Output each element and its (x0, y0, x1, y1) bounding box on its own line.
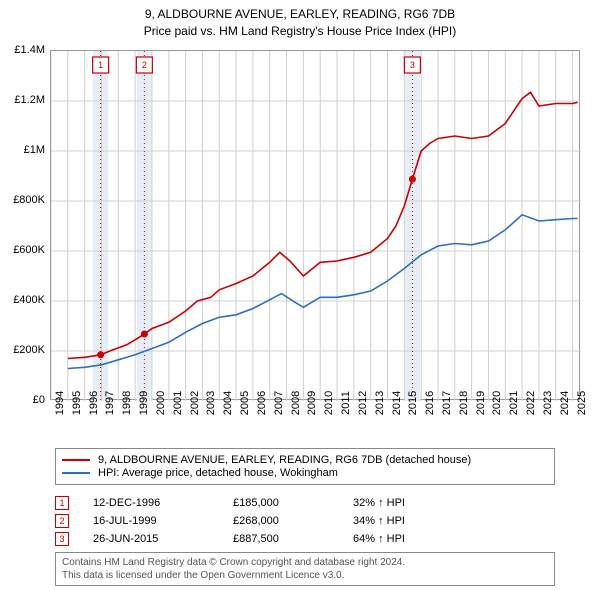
ytick-label: £1.4M (14, 44, 45, 56)
ytick-label: £0 (33, 394, 45, 406)
title-block: 9, ALDBOURNE AVENUE, EARLEY, READING, RG… (0, 0, 600, 40)
ytick-label: £1.2M (14, 94, 45, 106)
chart-svg: 1 2 3 (51, 51, 581, 401)
xtick-label: 1996 (88, 391, 100, 415)
xtick-label: 2014 (391, 391, 403, 415)
legend-label: 9, ALDBOURNE AVENUE, EARLEY, READING, RG… (98, 454, 471, 466)
xtick-label: 1995 (71, 391, 83, 415)
ytick-label: £600K (13, 244, 45, 256)
legend-swatch (62, 472, 90, 474)
sales-row: 3 26-JUN-2015£887,50064% ↑ HPI (55, 530, 555, 548)
xtick-label: 1998 (121, 391, 133, 415)
sales-row: 1 12-DEC-1996£185,00032% ↑ HPI (55, 494, 555, 512)
xtick-label: 2012 (357, 391, 369, 415)
sale-price: £185,000 (233, 497, 353, 509)
xtick-label: 2000 (155, 391, 167, 415)
sale-pct: 64% ↑ HPI (353, 533, 453, 545)
ytick-label: £200K (13, 344, 45, 356)
xtick-label: 1999 (138, 391, 150, 415)
xtick-label: 2019 (475, 391, 487, 415)
xtick-label: 2001 (172, 391, 184, 415)
xtick-label: 2003 (205, 391, 217, 415)
footer-line2: This data is licensed under the Open Gov… (62, 569, 548, 582)
xtick-label: 2015 (407, 391, 419, 415)
xtick-label: 2020 (491, 391, 503, 415)
xtick-label: 2008 (290, 391, 302, 415)
xtick-label: 2006 (256, 391, 268, 415)
sales-row: 2 16-JUL-1999£268,00034% ↑ HPI (55, 512, 555, 530)
legend-row: 9, ALDBOURNE AVENUE, EARLEY, READING, RG… (62, 454, 548, 466)
sale-badge: 3 (55, 532, 69, 546)
grid (51, 51, 581, 401)
xtick-label: 2005 (239, 391, 251, 415)
legend: 9, ALDBOURNE AVENUE, EARLEY, READING, RG… (55, 448, 555, 485)
xtick-label: 2004 (222, 391, 234, 415)
xtick-label: 2025 (576, 391, 588, 415)
xtick-label: 1997 (104, 391, 116, 415)
xtick-label: 1994 (54, 391, 66, 415)
xtick-label: 2021 (508, 391, 520, 415)
ytick-label: £1M (24, 144, 45, 156)
sale-marker-number: 1 (98, 60, 103, 70)
sale-marker-number: 2 (142, 60, 147, 70)
xtick-label: 2013 (374, 391, 386, 415)
ytick-label: £800K (13, 194, 45, 206)
sales-table: 1 12-DEC-1996£185,00032% ↑ HPI 2 16-JUL-199… (55, 494, 555, 548)
sale-pct: 34% ↑ HPI (353, 515, 453, 527)
sale-marker-number: 3 (410, 60, 415, 70)
xtick-label: 2011 (340, 391, 352, 415)
xtick-label: 2010 (323, 391, 335, 415)
xtick-label: 2009 (306, 391, 318, 415)
sale-date: 12-DEC-1996 (93, 497, 233, 509)
sale-price: £887,500 (233, 533, 353, 545)
footer-line1: Contains HM Land Registry data © Crown c… (62, 556, 548, 569)
title-line1: 9, ALDBOURNE AVENUE, EARLEY, READING, RG… (0, 6, 600, 23)
xtick-label: 2017 (441, 391, 453, 415)
title-line2: Price paid vs. HM Land Registry's House … (0, 23, 600, 40)
ytick-label: £400K (13, 294, 45, 306)
xtick-label: 2002 (189, 391, 201, 415)
xtick-label: 2018 (458, 391, 470, 415)
chart-plot-area: 1 2 3 (50, 50, 580, 400)
figure: 9, ALDBOURNE AVENUE, EARLEY, READING, RG… (0, 0, 600, 590)
sale-pct: 32% ↑ HPI (353, 497, 453, 509)
sale-badge: 1 (55, 496, 69, 510)
xtick-label: 2024 (559, 391, 571, 415)
legend-label: HPI: Average price, detached house, Woki… (98, 467, 338, 479)
sale-badge: 2 (55, 514, 69, 528)
sale-date: 26-JUN-2015 (93, 533, 233, 545)
xtick-label: 2022 (525, 391, 537, 415)
xtick-label: 2007 (273, 391, 285, 415)
xtick-label: 2023 (542, 391, 554, 415)
legend-swatch (62, 459, 90, 461)
sale-date: 16-JUL-1999 (93, 515, 233, 527)
sale-price: £268,000 (233, 515, 353, 527)
xtick-label: 2016 (424, 391, 436, 415)
legend-row: HPI: Average price, detached house, Woki… (62, 467, 548, 479)
footer-attribution: Contains HM Land Registry data © Crown c… (55, 552, 555, 586)
